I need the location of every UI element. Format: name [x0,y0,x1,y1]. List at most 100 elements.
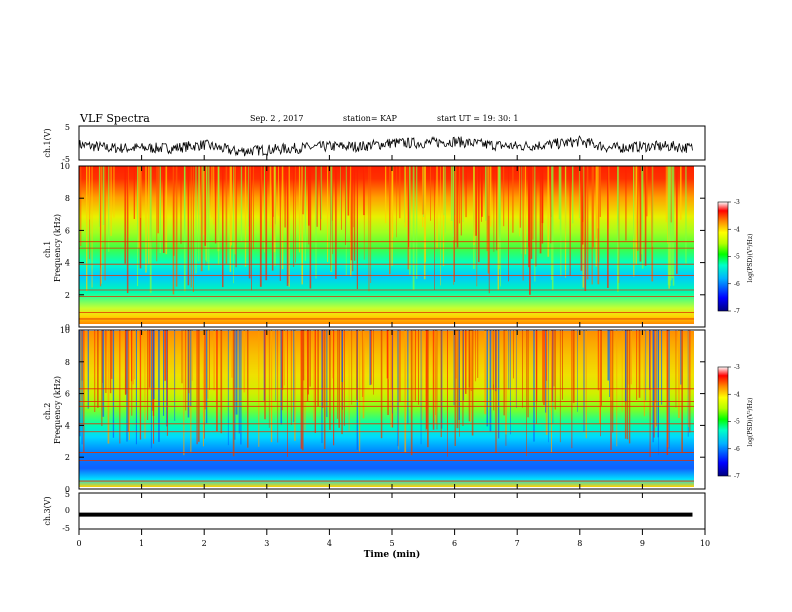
spectrogram-streak [306,330,309,401]
spectrogram-streak [396,166,397,238]
spectrogram-streak [432,330,435,430]
spectrogram-streak [536,330,537,424]
time-axis-label: Time (min) [364,549,421,560]
spectrogram-streak [341,330,343,382]
spectrogram-streak [551,166,553,280]
spectrogram-streak [560,166,562,277]
spectrogram-streak [543,330,545,406]
spectrogram-streak [639,166,642,262]
spectrogram-streak [475,330,476,382]
spectrogram-streak [268,330,270,428]
spectrogram-streak [633,166,635,239]
time-tick-label: 5 [389,539,394,548]
spectrogram-streak [183,330,185,456]
spectrogram-streak [269,166,272,229]
spectrogram-streak [676,166,678,274]
frequency-tick-label: 4 [65,259,70,268]
spectrogram-streak [144,330,146,439]
spectrogram-streak [670,166,672,281]
spectrogram-streak [308,166,310,226]
spectrogram-streak [125,330,126,395]
date-label: Sep. 2 , 2017 [250,114,304,123]
spectrogram-streak [547,166,550,257]
spectrogram-streak [460,166,462,236]
spectrogram-streak [164,330,166,381]
spectrogram-streak [87,330,89,409]
spectrogram-streak [617,166,619,292]
spectrogram-streak [407,330,409,425]
spectrogram-streak [548,330,549,443]
spectrogram-streak [109,330,112,394]
spectrogram-streak [678,330,680,418]
spectrogram-streak [293,166,295,267]
spectrogram-streak [131,330,133,382]
spectrogram-streak [607,166,609,288]
ch1-voltage-trace [78,135,693,157]
frequency-tick-label: 8 [65,358,70,367]
time-tick-label: 7 [515,539,520,548]
spectrogram-streak [199,166,200,215]
ch1-ylabel-line1: ch.1 [43,241,52,258]
spectrogram-streak [397,330,399,447]
spectrogram-streak [462,166,464,223]
spectrogram-streak [652,330,654,443]
spectrogram-streak [545,330,548,435]
spectrogram-streak [203,166,205,236]
spectrogram-streak [630,330,632,385]
spectrogram-streak [584,166,587,291]
frequency-tick-label: 0 [65,323,70,332]
frequency-tick-label: 2 [65,291,70,300]
spectrogram-streak [213,330,215,391]
spectrogram-streak [478,166,480,263]
ch1-ytick-bottom: -5 [62,155,70,164]
spectrogram-streak [315,166,317,279]
spectrogram-streak [541,166,544,224]
spectrogram-streak [139,330,142,440]
ch3-voltage-panel: 5 0 -5 ch.3(V) [43,490,706,533]
spectrogram-streak [508,166,509,282]
spectrogram-streak [281,166,284,270]
spectrogram-streak [625,166,627,241]
spectrogram-streak [534,166,536,282]
spectrogram-streak [436,166,438,249]
spectrogram-streak [442,166,445,266]
spectrogram-streak [592,166,594,248]
spectrogram-streak [522,330,523,408]
spectrogram-streak [452,166,454,240]
spectrogram-streak [220,330,223,434]
spectrogram-streak [97,330,99,408]
spectrogram-streak [671,166,674,279]
spectrogram-streak [222,166,224,288]
spectrogram-streak [580,166,583,271]
spectrogram-streak [102,166,105,225]
ch1-vertical-streaks [80,166,687,295]
ch1-colorbar: -3 -4 -5 -6 -7 log(PSD)(V²/Hz) [717,199,754,315]
spectrogram-streak [520,166,522,254]
spectrogram-streak [638,330,641,398]
spectrogram-streak [435,330,437,424]
spectrogram-streak [450,166,453,221]
spectrogram-streak [465,330,467,394]
spectrogram-streak [174,330,176,421]
spectrogram-streak [497,166,499,291]
spectrogram-streak [102,330,103,383]
spectrogram-streak [489,330,492,432]
spectrogram-streak [436,330,438,430]
spectrogram-streak [636,330,638,400]
spectrogram-streak [260,166,262,242]
spectrogram-streak [453,330,455,406]
spectrogram-streak [301,330,304,451]
colorbar-tick-label: -4 [734,391,740,398]
spectrogram-streak [610,330,612,401]
ch2-spectrogram-panel: 0 2 4 6 8 10 ch.2 Frequency (kHz) [43,326,706,494]
spectrogram-streak [503,330,505,416]
spectrogram-streak [356,330,358,400]
spectrogram-streak [675,330,677,408]
spectrogram-streak [413,330,415,401]
spectrogram-streak [528,166,530,247]
spectrogram-streak [420,330,422,445]
ch3-ytick-top: 5 [65,490,70,499]
spectrogram-streak [654,330,657,428]
spectrogram-streak [609,330,610,397]
spectrogram-streak [498,166,500,245]
